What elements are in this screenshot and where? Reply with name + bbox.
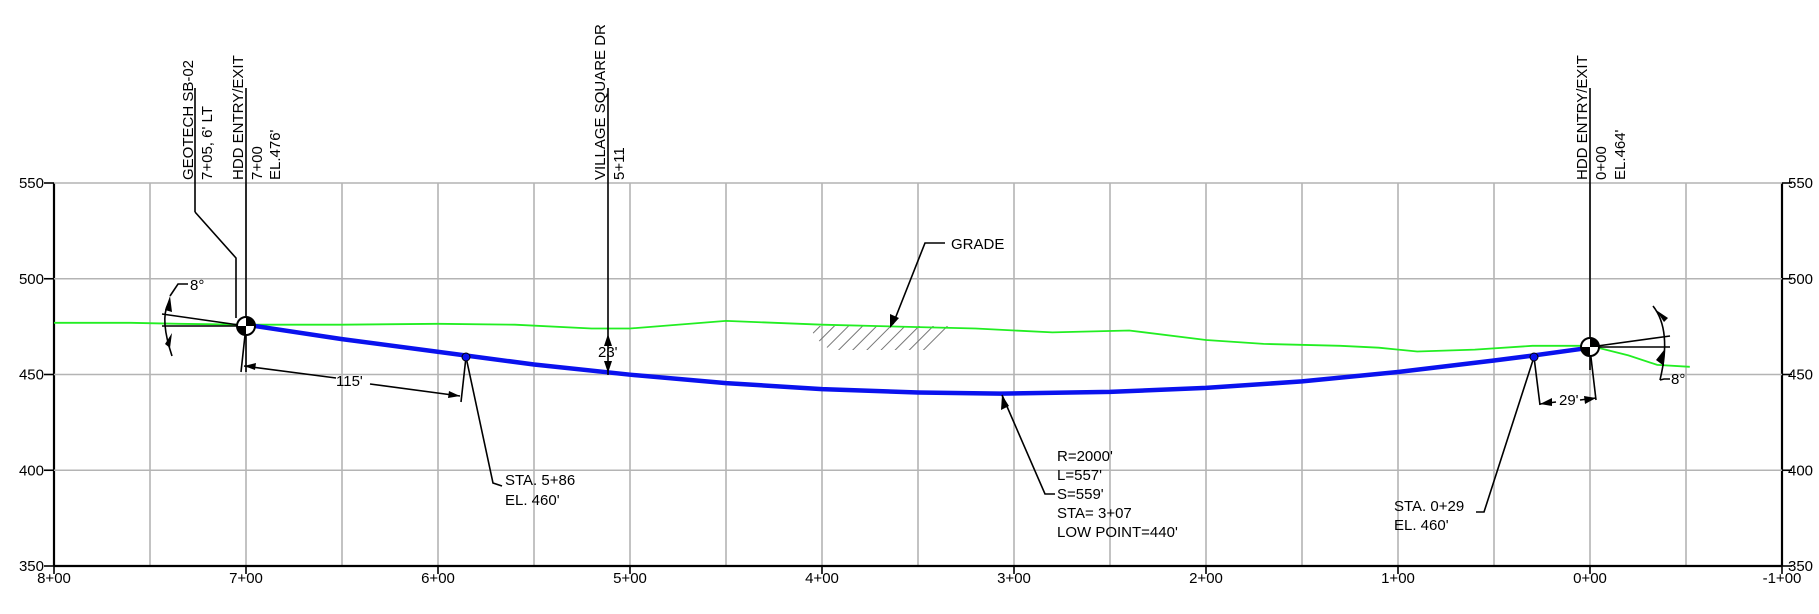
entry-right-label-1: HDD ENTRY/EXIT [1574,55,1591,180]
x-tick-label: 2+00 [1189,570,1223,587]
sta-029-label-1: STA. 0+29 [1394,498,1464,515]
sta-029-leader [1476,356,1535,513]
y-tick-label-left: 400 [19,462,44,479]
entry-left-label-1: HDD ENTRY/EXIT [230,55,247,180]
angle-left-label: 8° [190,277,204,294]
entry-right-label-3: EL.464' [1612,129,1629,180]
dim-115-label: 115' [336,373,363,390]
dim-29-arrow-left [1540,398,1552,406]
x-tick-label: 5+00 [613,570,647,587]
dim-29-ext-right [1589,348,1597,401]
curve-leader [1001,394,1055,495]
dim-115-leader-b [369,383,461,397]
sta-586-label-2: EL. 460' [505,492,560,509]
dim-115-ext-right [460,356,467,403]
curve-arrowhead [1001,395,1009,410]
village-label-2: 5+11 [611,147,628,180]
pavement-hatch [808,326,948,350]
sta-586-label-1: STA. 5+86 [505,472,575,489]
x-tick-label: 1+00 [1381,570,1415,587]
bore-path-line [245,322,1591,396]
dim-23-label: 23' [598,344,618,361]
dim-29-label: 29' [1559,392,1579,409]
curve-label-5: LOW POINT=440' [1057,524,1178,541]
bore-point-029 [1529,352,1539,362]
grade-line [54,319,1690,368]
y-tick-label-left: 550 [19,175,44,192]
angle-right-arc [1652,305,1666,381]
angle-right-arrow-top [1656,310,1668,322]
angle-left-arrow-top [165,296,172,312]
village-label-1: VILLAGE SQUARE DR [592,24,609,180]
x-tick-label: 3+00 [997,570,1031,587]
angle-left-arc [164,303,173,357]
dim-29-arrow-right [1584,396,1596,404]
dim-115-arrow-right [448,391,460,398]
angle-right-leader [1659,378,1670,381]
grade-label: GRADE [951,236,1004,253]
entry-left-symbol [236,316,256,336]
angle-left-arrow-bottom [165,333,172,348]
entry-left-label-2: 7+00 [249,146,266,180]
bore-point-586 [461,352,471,362]
curve-label-1: R=2000' [1057,448,1113,465]
angle-right-tangent [1589,335,1671,348]
y-tick-label-left: 350 [19,558,44,575]
geotech-label-2: 7+05, 6' LT [199,106,216,180]
sta-586-leader [465,356,503,487]
y-tick-label-left: 450 [19,367,44,384]
dim-115-arrow-left [244,363,256,370]
x-tick-label: -1+00 [1763,570,1802,587]
geotech-label-1: GEOTECH SB-02 [180,60,197,180]
grade-leader [892,242,945,325]
entry-right-symbol [1580,337,1600,357]
axis-ticks: 8+00 7+00 6+00 5+00 4+00 3+00 2+00 1+00 0+00 -1+0… [19,175,1813,587]
y-tick-label-left: 500 [19,271,44,288]
curve-label-2: L=557' [1057,467,1102,484]
y-tick-label-right: 450 [1788,367,1813,384]
curve-label-3: S=559' [1057,486,1104,503]
x-tick-label: 7+00 [229,570,263,587]
dim-115-leader-a [243,365,337,379]
entry-right-label-2: 0+00 [1593,146,1610,180]
dim-23-arrow-down [604,361,612,373]
dim-23-arrow-up [604,334,612,346]
y-tick-label-right: 550 [1788,175,1813,192]
geotech-leader-bend [194,211,237,318]
grid [52,182,1784,568]
y-tick-label-right: 400 [1788,462,1813,479]
dim-29-ext-left [1533,356,1541,406]
angle-right-label: 8° [1671,371,1685,388]
curve-label-4: STA= 3+07 [1057,505,1132,522]
y-tick-label-right: 500 [1788,271,1813,288]
angle-left-leader [169,283,188,297]
x-tick-label: 0+00 [1573,570,1607,587]
angle-right-arrow-bottom [1656,350,1664,366]
grade-arrowhead [890,314,899,328]
x-tick-label: 4+00 [805,570,839,587]
angle-left-tangent [161,313,247,327]
x-tick-label: 8+00 [37,570,71,587]
sta-029-label-2: EL. 460' [1394,517,1449,534]
y-tick-label-right: 350 [1788,558,1813,575]
x-tick-label: 6+00 [421,570,455,587]
entry-left-label-3: EL.476' [267,129,284,180]
